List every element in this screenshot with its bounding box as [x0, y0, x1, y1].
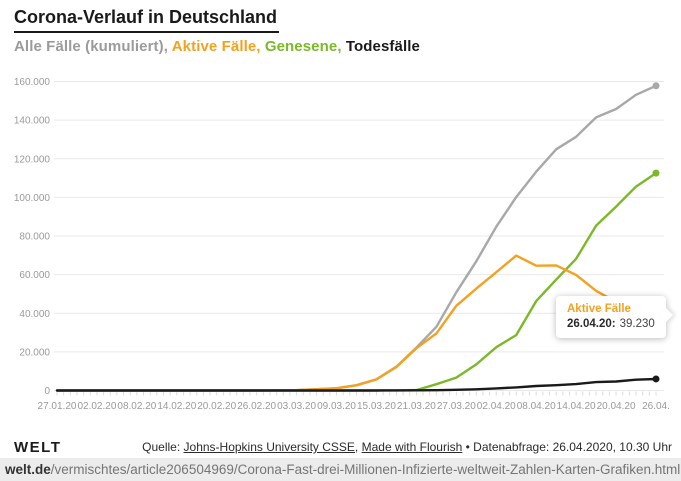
x-tick-label: 09.03.20: [317, 401, 356, 412]
url-domain: welt.de: [5, 462, 51, 477]
tooltip-value: 39.230: [619, 318, 655, 330]
x-tick-label: 08.02.20: [117, 401, 156, 412]
legend-item-3: Genesene,: [264, 38, 346, 55]
y-tick-label: 120.000: [14, 154, 51, 165]
chart-title: Corona-Verlauf in Deutschland: [14, 7, 280, 33]
welt-logo: WELT: [14, 439, 62, 456]
series-end-dot-3: [652, 169, 660, 177]
series-line-3: [55, 171, 658, 392]
x-tick-label: 20.02.20: [197, 401, 236, 412]
x-tick-label: 03.03.20: [277, 401, 316, 412]
x-tick-label: 02.02.20: [77, 401, 116, 412]
source-prefix: Quelle:: [142, 440, 184, 454]
line-chart[interactable]: 0 20.000 40.000 60.000 80.000 100.000 120.000 1…: [0, 60, 681, 422]
chart-legend: Alle Fälle (kumuliert), Aktive Fälle, Ge…: [14, 38, 420, 55]
source-line: Quelle: Johns-Hopkins University CSSE, M…: [142, 440, 672, 454]
source-separator: ,: [354, 440, 362, 454]
y-tick-label: 20.000: [19, 347, 50, 358]
legend-item-4: Todesfälle: [345, 38, 420, 55]
y-tick-label: 140.000: [14, 116, 51, 127]
x-tick-label: 27.01.20: [38, 401, 77, 412]
source-link-flourish[interactable]: Made with Flourish: [361, 440, 463, 454]
x-tick-label: 20.04.20: [597, 401, 636, 412]
tooltip-value-row: 26.04.20: 39.230: [567, 318, 655, 330]
x-tick-label: 14.04.20: [557, 401, 596, 412]
y-tick-label: 100.000: [14, 193, 51, 204]
x-tick-label: 21.03.20: [397, 401, 436, 412]
x-tick-label: 02.04.20: [477, 401, 516, 412]
series-end-dot-4: [652, 375, 660, 383]
tooltip-date: 26.04.20:: [567, 318, 616, 330]
x-tick-label: 14.02.20: [157, 401, 196, 412]
y-tick-label: 60.000: [19, 270, 50, 281]
tooltip: Aktive Fälle 26.04.20: 39.230: [556, 296, 673, 338]
y-tick-label: 160.000: [14, 77, 51, 88]
y-tick-label: 0: [44, 386, 50, 397]
x-tick-label: 26.02.20: [237, 401, 276, 412]
series-end-dot-1: [652, 82, 660, 90]
x-tick-label: 15.03.20: [357, 401, 396, 412]
y-tick-label: 80.000: [19, 232, 50, 243]
legend-item-1: Alle Fälle (kumuliert),: [14, 38, 172, 55]
series-line-4: [55, 377, 658, 392]
source-link-jhu[interactable]: Johns-Hopkins University CSSE: [183, 440, 355, 454]
legend-item-2: Aktive Fälle,: [171, 38, 265, 55]
y-tick-label: 40.000: [19, 309, 50, 320]
x-tick-label: 26.04.: [642, 401, 670, 412]
x-tick-label: 27.03.20: [437, 401, 476, 412]
source-meta: • Datenabfrage: 26.04.2020, 10.30 Uhr: [462, 440, 672, 454]
url-bar[interactable]: welt.de/vermischtes/article206504969/Cor…: [0, 458, 681, 481]
series-line-1: [55, 84, 658, 392]
tooltip-series-label: Aktive Fälle: [567, 303, 631, 315]
url-path: /vermischtes/article206504969/Corona-Fas…: [50, 462, 681, 477]
x-tick-label: 08.04.20: [517, 401, 556, 412]
